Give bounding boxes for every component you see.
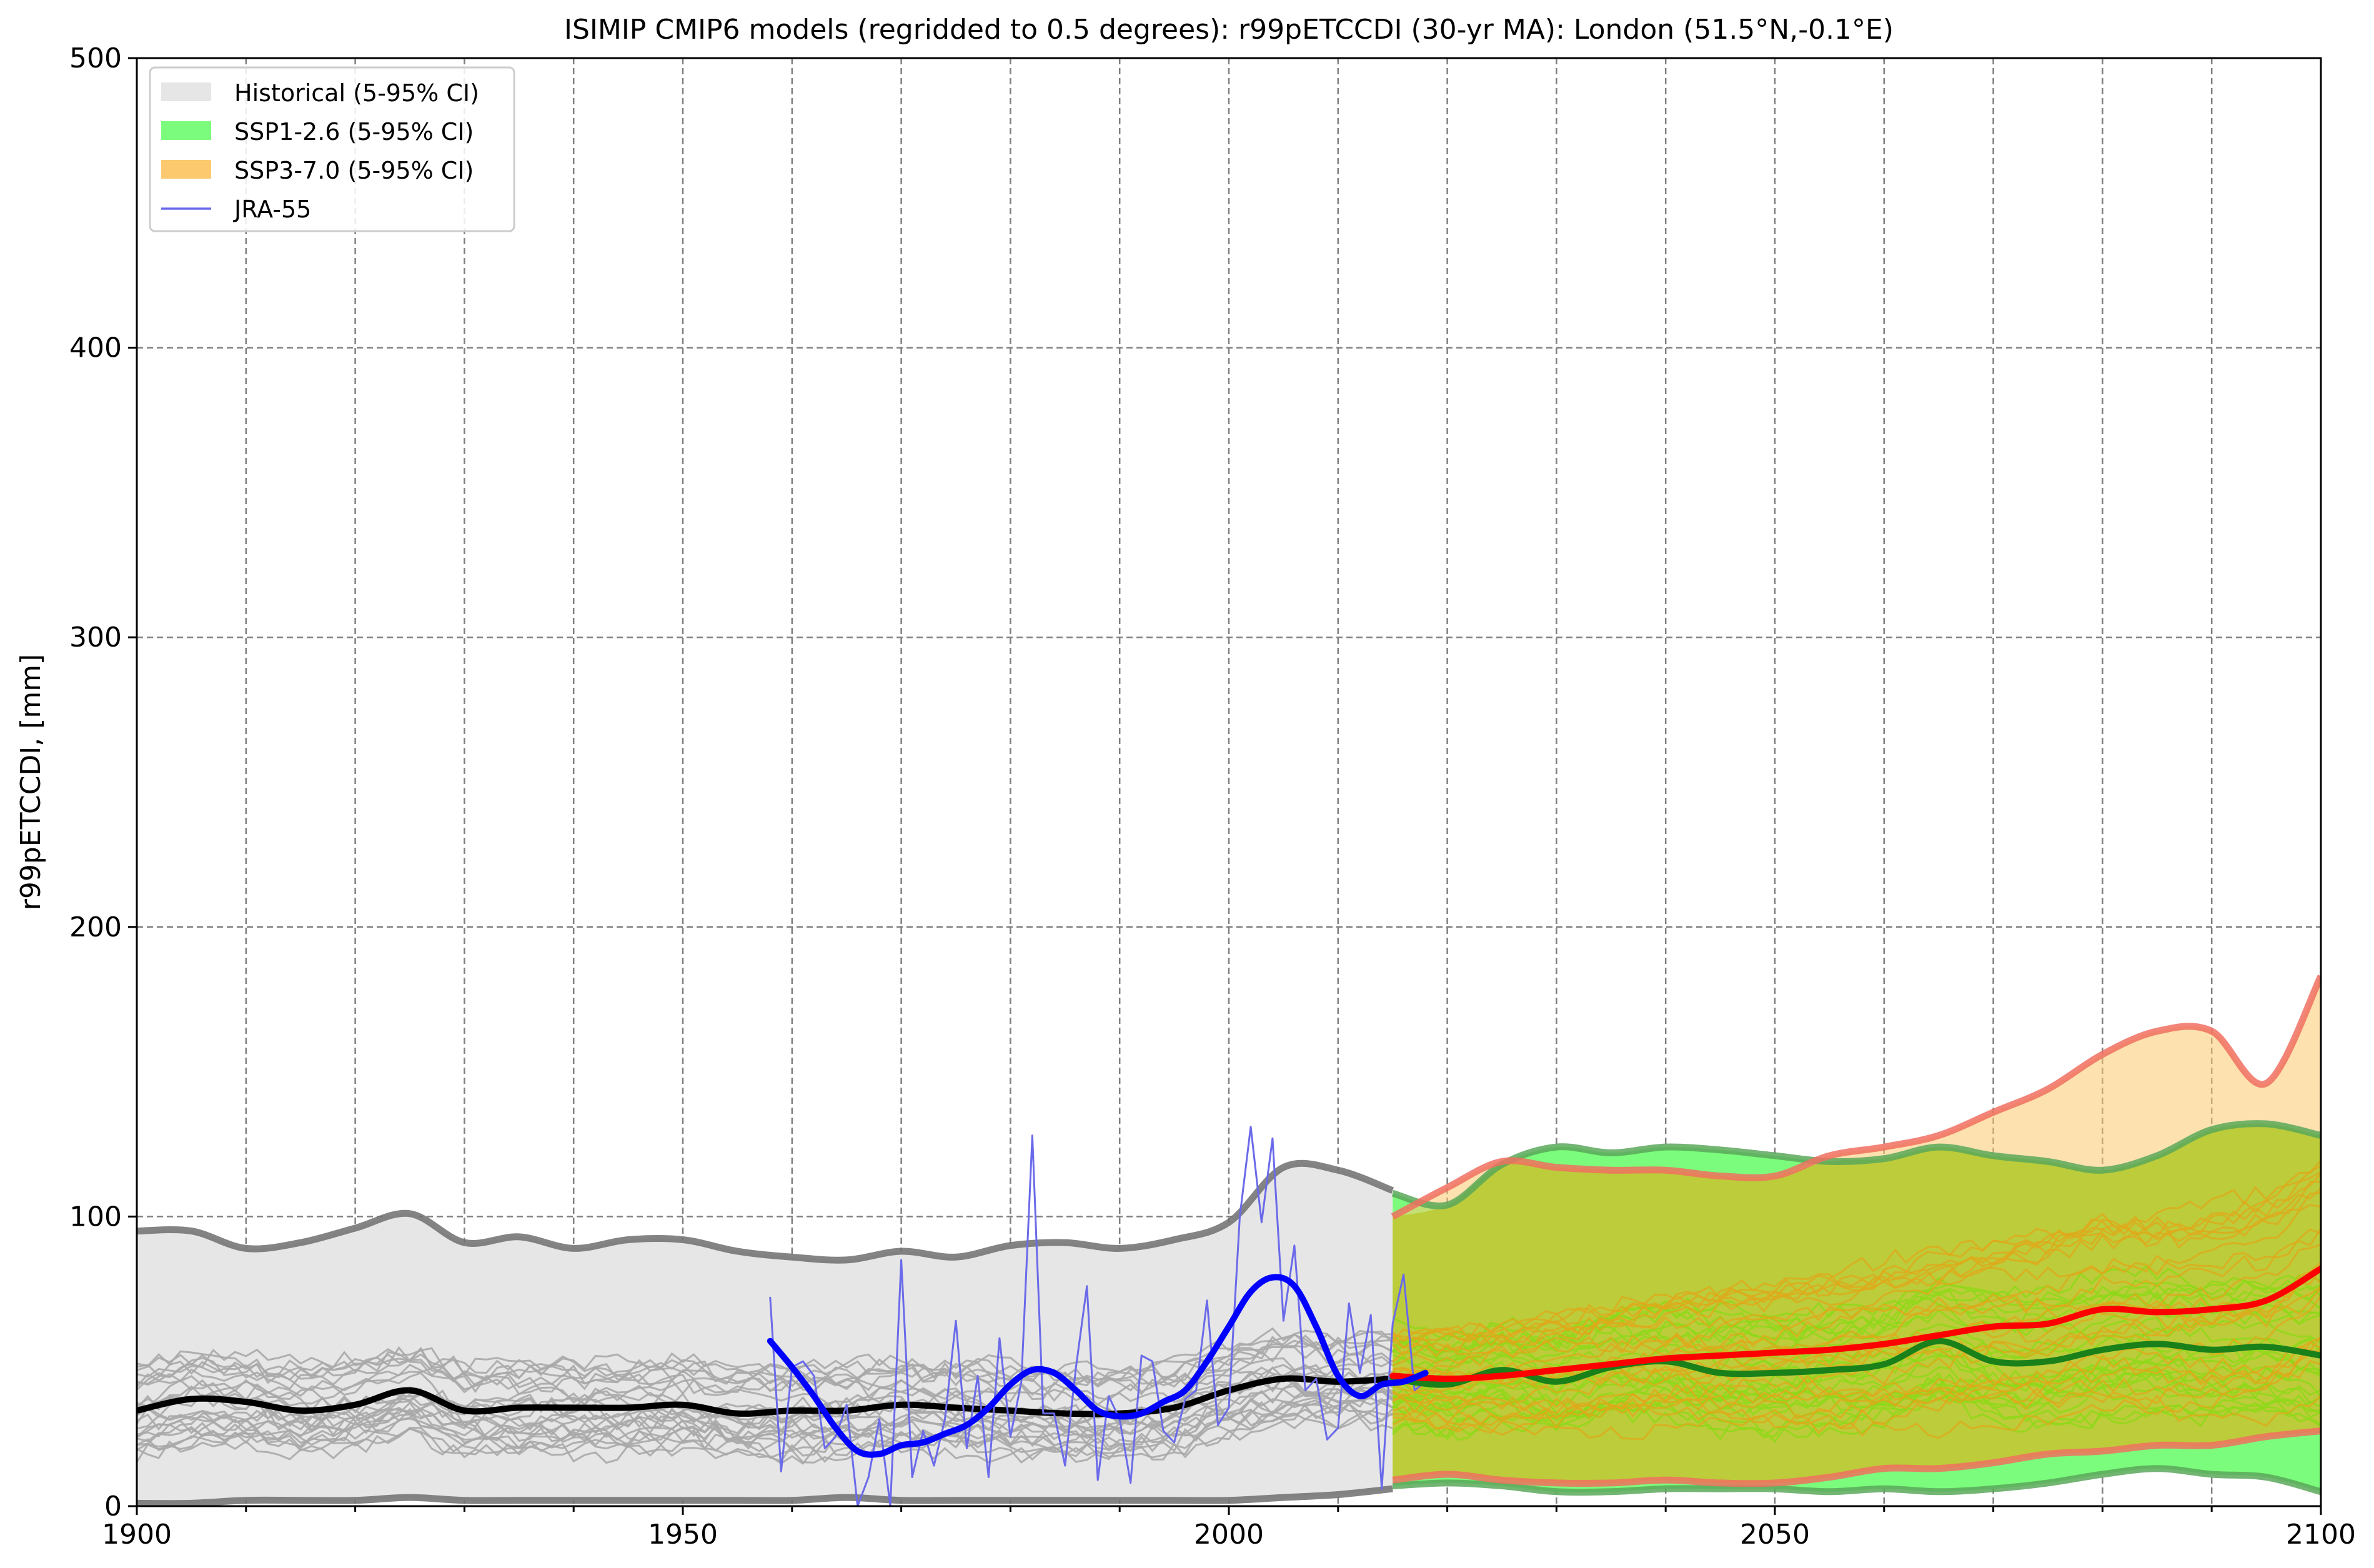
- historical-model-run: [137, 1339, 1393, 1402]
- jra55-annual-line: [769, 1126, 1427, 1506]
- historical-model-run: [137, 1397, 1393, 1447]
- y-tick-label: 300: [69, 622, 122, 653]
- series-lines: [137, 975, 2321, 1506]
- chart-title: ISIMIP CMIP6 models (regridded to 0.5 de…: [564, 14, 1894, 46]
- ssp126-band-lower-edge: [1392, 1465, 2321, 1496]
- y-tick-label: 400: [69, 332, 122, 364]
- legend-label: JRA-55: [233, 196, 311, 223]
- x-tick-label: 2100: [2286, 1519, 2356, 1551]
- y-axis-label: r99pETCCDI, [mm]: [15, 654, 47, 910]
- y-tick-label: 100: [69, 1201, 122, 1233]
- legend-label: SSP1-2.6 (5-95% CI): [234, 118, 474, 146]
- historical-model-run: [137, 1335, 1393, 1393]
- historical-median-line: [137, 1375, 1396, 1417]
- legend-swatch: [161, 160, 211, 179]
- historical-model-run: [137, 1327, 1394, 1388]
- ssp126-model-run: [1392, 1279, 2321, 1353]
- ssp126-model-run: [1392, 1389, 2321, 1444]
- ssp126-median-line: [1389, 1337, 2321, 1388]
- legend-label: Historical (5-95% CI): [234, 79, 479, 107]
- y-tick-label: 0: [104, 1491, 122, 1522]
- ssp370-median-line: [1389, 1265, 2321, 1382]
- ssp370-model-run: [1393, 1181, 2321, 1352]
- historical-model-run: [137, 1364, 1393, 1419]
- ssp370-band-lower-edge: [1392, 1427, 2321, 1487]
- historical-band-upper-edge: [137, 1159, 1394, 1264]
- ssp126-band-upper-edge: [1391, 1120, 2321, 1209]
- x-tick-label: 1900: [102, 1519, 172, 1551]
- x-tick-label: 2050: [1740, 1519, 1810, 1551]
- ssp370-model-run: [1392, 1348, 2321, 1431]
- axis-ticks: 1900 1950 2000 2050 2100 0 100 200 300 400 500: [69, 42, 2356, 1551]
- ssp370-model-run: [1392, 1204, 2321, 1367]
- legend-swatch: [161, 121, 211, 140]
- ssp370-band-upper-edge: [1391, 975, 2321, 1220]
- ssp370-model-run: [1392, 1173, 2321, 1342]
- historical-model-run: [137, 1402, 1393, 1464]
- historical-model-run: [137, 1385, 1394, 1450]
- historical-model-run: [137, 1408, 1393, 1464]
- x-tick-label: 1950: [648, 1519, 718, 1551]
- ssp370-model-run: [1392, 1171, 2321, 1357]
- historical-model-run: [137, 1371, 1393, 1428]
- ssp370-model-run: [1392, 1341, 2321, 1420]
- historical-model-run: [137, 1356, 1394, 1413]
- ssp370-model-run: [1392, 1192, 2321, 1349]
- ssp370-model-run: [1392, 1243, 2321, 1380]
- historical-model-run: [137, 1344, 1393, 1391]
- ssp370-model-run: [1392, 1337, 2321, 1412]
- ssp370-model-run: [1392, 1164, 2321, 1348]
- ssp370-model-run: [1392, 1272, 2321, 1387]
- legend: Historical (5-95% CI) SSP1-2.6 (5-95% CI)…: [149, 66, 515, 232]
- x-tick-label: 2000: [1194, 1519, 1264, 1551]
- y-tick-label: 500: [69, 42, 122, 74]
- historical-band: [137, 1163, 1393, 1504]
- historical-band-lower-edge: [137, 1485, 1393, 1506]
- legend-frame: [149, 66, 515, 232]
- legend-label: SSP3-7.0 (5-95% CI): [234, 157, 474, 184]
- y-tick-label: 200: [69, 911, 122, 943]
- jra55-moving-average-line: [767, 1274, 1429, 1458]
- legend-swatch: [161, 82, 211, 101]
- ssp370-model-run: [1393, 1394, 2321, 1440]
